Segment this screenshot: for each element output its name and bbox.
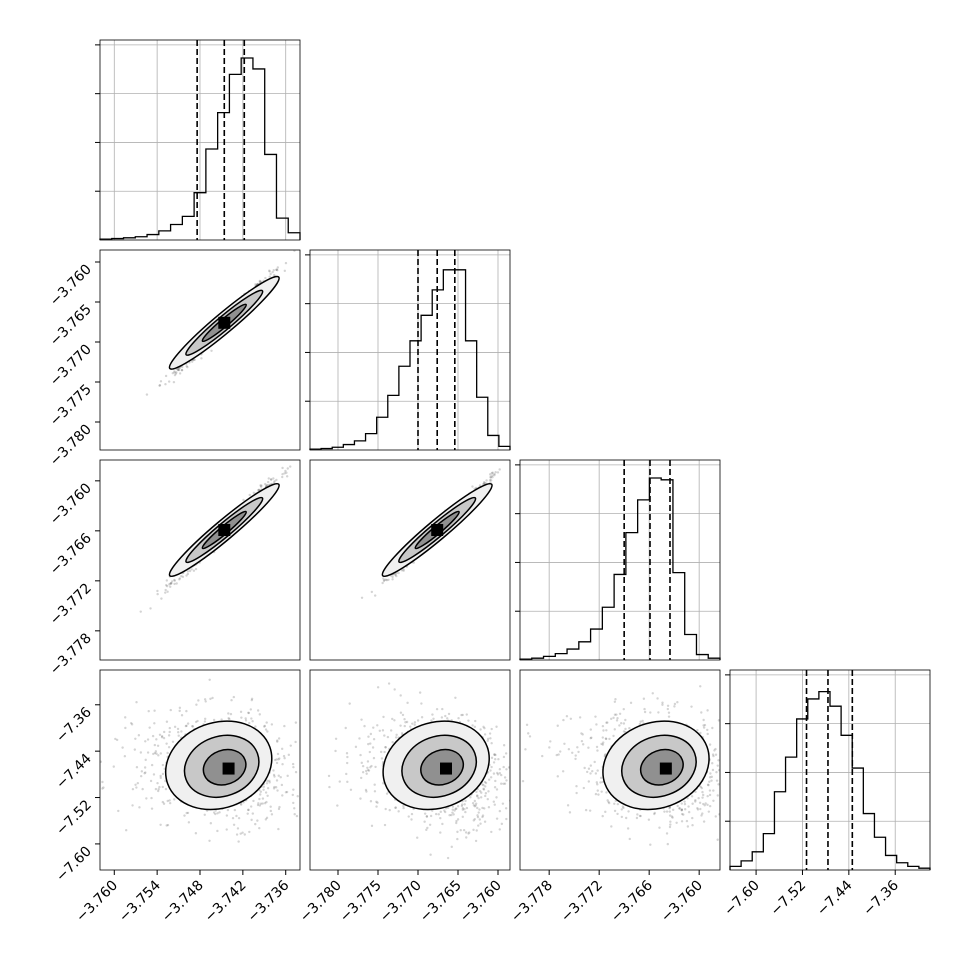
x-tick-label-4-2: −7.52 [768, 878, 810, 920]
x-tick-label-4-1: −7.60 [721, 878, 763, 920]
density-peak [431, 524, 443, 536]
x-tick-label-2-2: −3.775 [337, 878, 385, 926]
scatter-panel-2-4 [310, 670, 518, 870]
x-tick-label-3-1: −3.778 [508, 878, 556, 926]
y-tick-label-2-4: −3.765 [47, 302, 95, 350]
y-tick-label-3-1: −3.778 [47, 630, 95, 678]
scatter-panel-2-3 [310, 459, 512, 660]
panel-frame [520, 460, 720, 660]
density-peak [218, 524, 230, 536]
x-tick-label-2-5: −3.760 [457, 878, 505, 926]
x-tick-label-4-3: −7.44 [814, 877, 856, 919]
x-tick-label-3-2: −3.772 [558, 878, 606, 926]
y-tick-label-3-4: −3.760 [47, 480, 95, 528]
histogram-panel-3 [515, 460, 720, 660]
density-peak [223, 763, 235, 775]
histogram-step-2 [310, 270, 510, 450]
x-tick-label-2-3: −3.770 [377, 878, 425, 926]
y-tick-label-2-1: −3.780 [47, 422, 95, 470]
x-tick-label-3-3: −3.766 [608, 877, 656, 925]
x-tick-label-1-2: −3.754 [116, 877, 164, 925]
x-tick-label-4-4: −7.36 [860, 877, 902, 919]
scatter-panel-1-3 [100, 460, 300, 660]
density-peak [218, 317, 230, 329]
x-tick-label-1-1: −3.760 [73, 878, 121, 926]
histogram-panel-2 [305, 250, 510, 450]
y-tick-label-3-3: −3.766 [47, 530, 95, 578]
y-tick-label-2-3: −3.770 [47, 342, 95, 390]
x-tick-label-2-4: −3.765 [417, 878, 465, 926]
y-tick-label-4-1: −7.60 [53, 843, 95, 885]
x-tick-label-2-1: −3.780 [297, 878, 345, 926]
x-tick-label-3-4: −3.760 [658, 878, 706, 926]
scatter-panel-1-2 [100, 249, 300, 450]
y-tick-label-2-2: −3.775 [47, 382, 95, 430]
x-tick-label-1-3: −3.748 [159, 878, 207, 926]
histogram-panel-1 [95, 40, 300, 240]
histogram-step-4 [730, 692, 930, 870]
scatter-panel-3-4 [520, 670, 769, 870]
y-tick-label-4-3: −7.44 [53, 751, 95, 793]
y-tick-label-2-5: −3.760 [47, 262, 95, 310]
density-peak [440, 763, 452, 775]
histogram-panel-4 [725, 670, 930, 870]
y-tick-label-4-2: −7.52 [53, 797, 95, 839]
y-tick-label-3-2: −3.772 [47, 580, 95, 628]
x-tick-label-1-5: −3.736 [245, 877, 293, 925]
histogram-step-3 [520, 478, 720, 660]
density-peak [660, 763, 672, 775]
x-tick-label-1-4: −3.742 [202, 878, 250, 926]
scatter-panel-1-4 [97, 670, 352, 870]
y-tick-label-4-4: −7.36 [53, 704, 95, 746]
